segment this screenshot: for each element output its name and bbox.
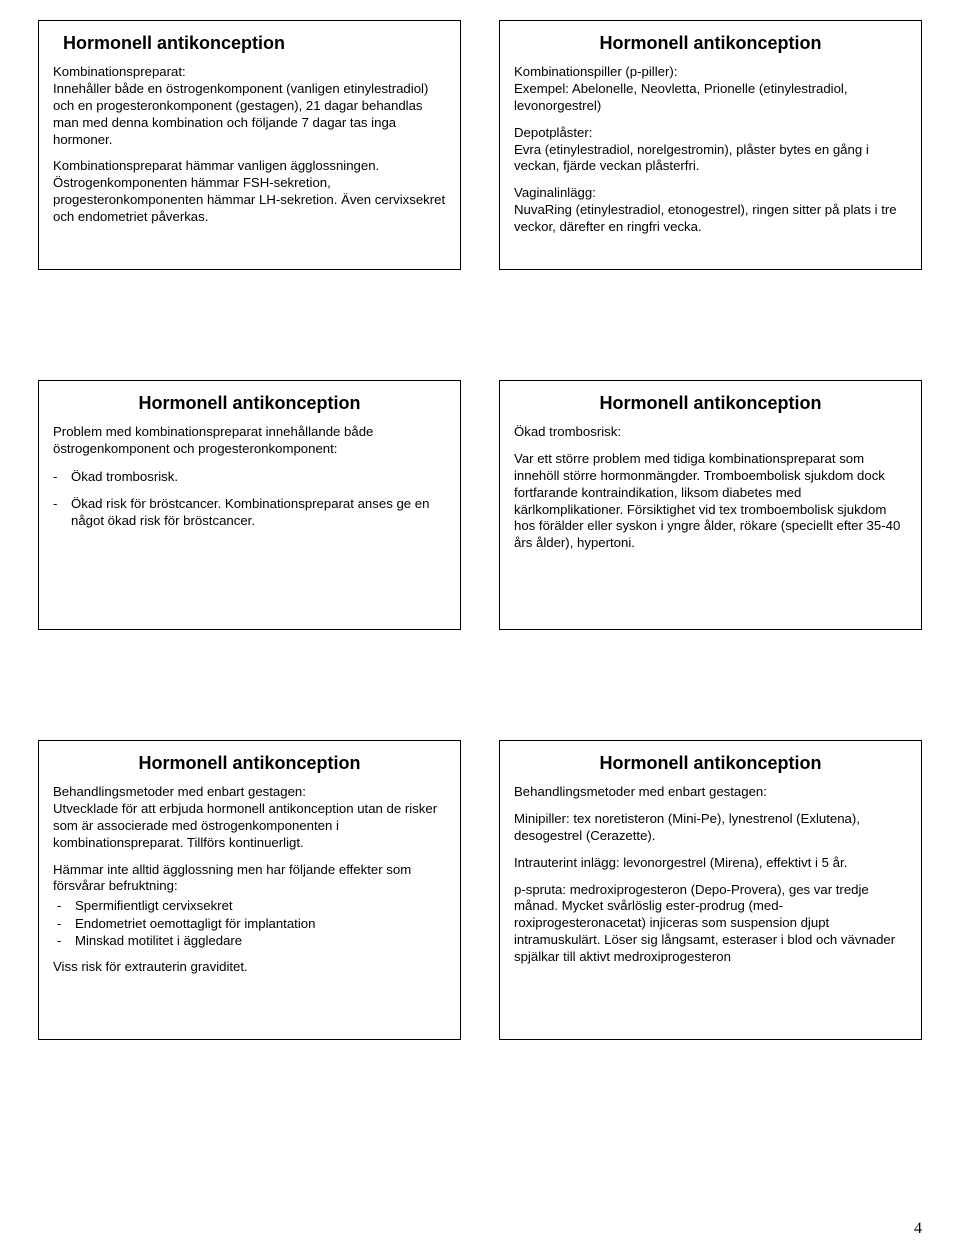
bullet-text: Spermifientligt cervixsekret	[75, 897, 233, 914]
slide-title: Hormonell antikonception	[514, 753, 907, 774]
bullet-item: - Spermifientligt cervixsekret	[53, 897, 446, 914]
bullet-text: Minskad motilitet i äggledare	[75, 932, 242, 949]
slide-4: Hormonell antikonception Ökad trombosris…	[499, 380, 922, 630]
dash-icon: -	[57, 915, 75, 932]
bullet-text: Endometriet oemottagligt för implantatio…	[75, 915, 315, 932]
slide-para: Var ett större problem med tidiga kombin…	[514, 451, 907, 552]
dash-icon: -	[53, 495, 71, 529]
slide-para: Minipiller: tex noretisteron (Mini-Pe), …	[514, 811, 907, 845]
slide-para: Viss risk för extrauterin graviditet.	[53, 959, 446, 976]
slide-para: Ökad trombosrisk:	[514, 424, 907, 441]
dash-text: Ökad risk för bröstcancer. Kombinationsp…	[71, 495, 446, 529]
dash-icon: -	[57, 897, 75, 914]
slide-para: Kombinationspreparat hämmar vanligen ägg…	[53, 158, 446, 226]
slide-2: Hormonell antikonception Kombinationspil…	[499, 20, 922, 270]
slide-para: Depotplåster: Evra (etinylestradiol, nor…	[514, 125, 907, 176]
slide-6: Hormonell antikonception Behandlingsmeto…	[499, 740, 922, 1040]
dash-icon: -	[53, 468, 71, 485]
bullet-item: - Endometriet oemottagligt för implantat…	[53, 915, 446, 932]
slide-title: Hormonell antikonception	[514, 393, 907, 414]
slide-para: Hämmar inte alltid ägglossning men har f…	[53, 862, 446, 896]
slide-title: Hormonell antikonception	[53, 753, 446, 774]
dash-item: - Ökad trombosrisk.	[53, 468, 446, 485]
slide-title: Hormonell antikonception	[514, 33, 907, 54]
slide-para: Problem med kombinationspreparat innehål…	[53, 424, 446, 458]
dash-icon: -	[57, 932, 75, 949]
slide-para: Kombinationspreparat: Innehåller både en…	[53, 64, 446, 148]
slide-para: p-spruta: medroxiprogesteron (Depo-Prove…	[514, 882, 907, 966]
slide-grid: Hormonell antikonception Kombinationspre…	[0, 0, 960, 1040]
slide-para: Kombinationspiller (p-piller): Exempel: …	[514, 64, 907, 115]
dash-item: - Ökad risk för bröstcancer. Kombination…	[53, 495, 446, 529]
slide-3: Hormonell antikonception Problem med kom…	[38, 380, 461, 630]
slide-para: Behandlingsmetoder med enbart gestagen:	[514, 784, 907, 801]
slide-5: Hormonell antikonception Behandlingsmeto…	[38, 740, 461, 1040]
slide-para: Behandlingsmetoder med enbart gestagen: …	[53, 784, 446, 852]
slide-title: Hormonell antikonception	[53, 393, 446, 414]
slide-para: Vaginalinlägg: NuvaRing (etinylestradiol…	[514, 185, 907, 236]
slide-title: Hormonell antikonception	[53, 33, 446, 54]
slide-1: Hormonell antikonception Kombinationspre…	[38, 20, 461, 270]
slide-para: Intrauterint inlägg: levonorgestrel (Mir…	[514, 855, 907, 872]
page-number: 4	[914, 1220, 922, 1238]
dash-text: Ökad trombosrisk.	[71, 468, 446, 485]
bullet-item: - Minskad motilitet i äggledare	[53, 932, 446, 949]
